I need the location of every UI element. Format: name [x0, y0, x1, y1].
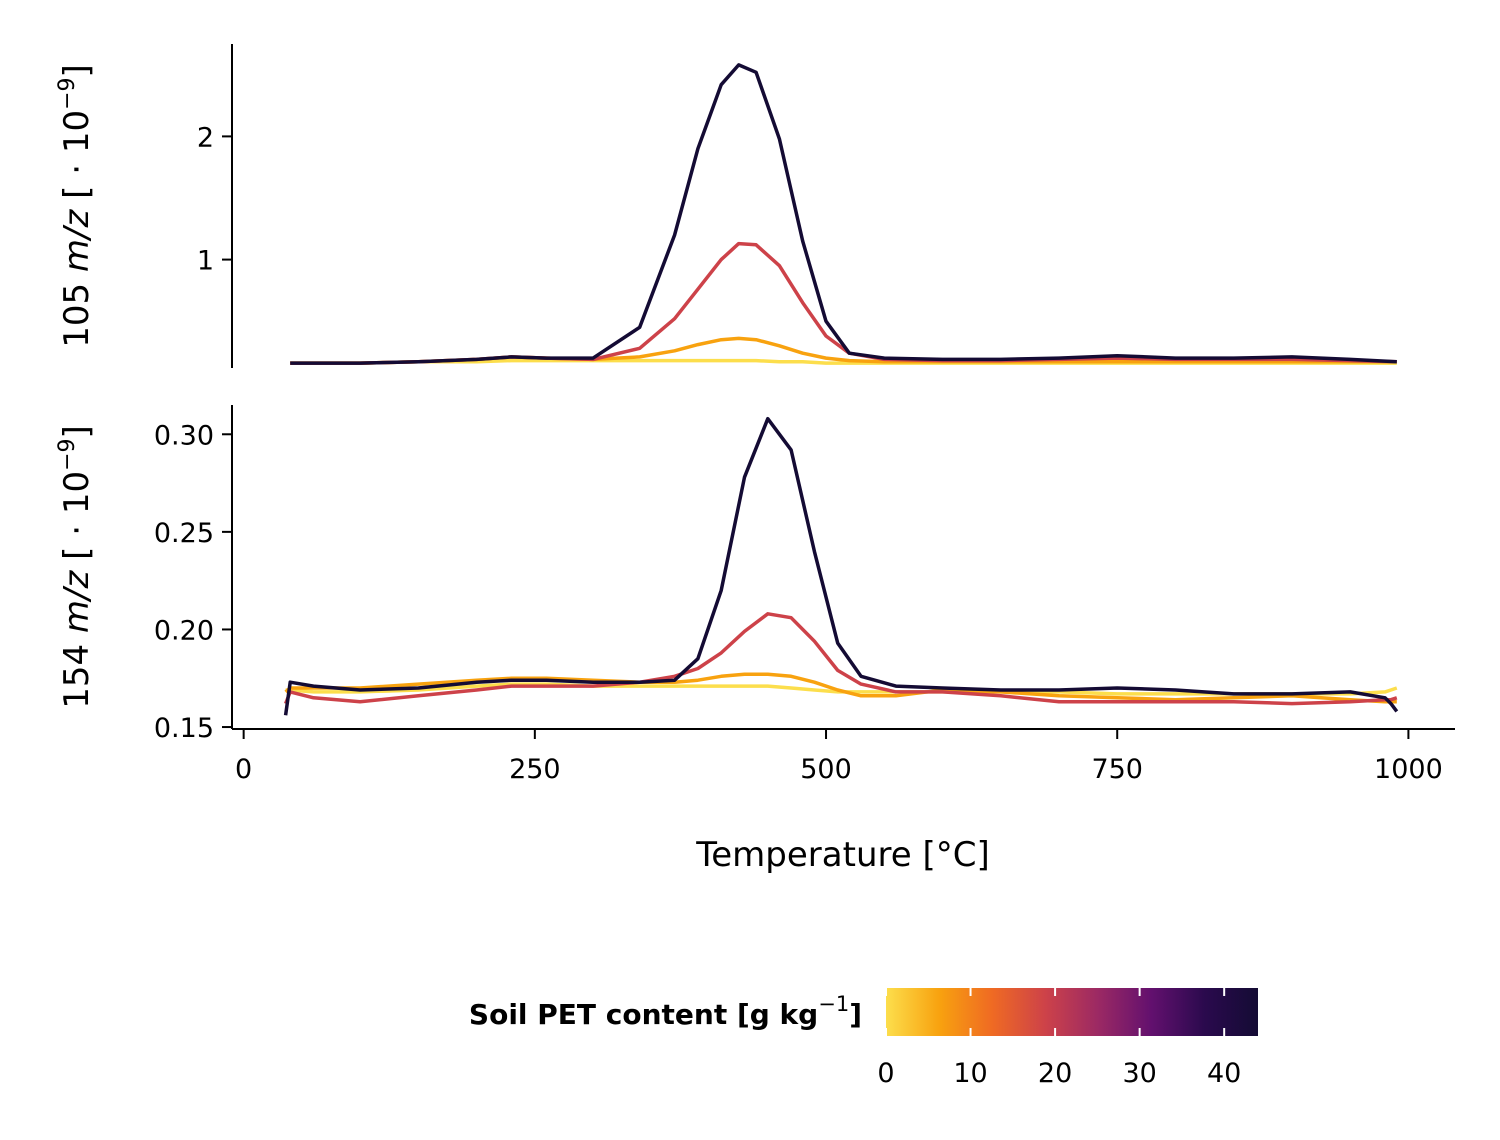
bottom-y-ticks: 0.15 0.20 0.25 0.30 — [154, 420, 232, 744]
colorbar-tick-label: 40 — [1207, 1058, 1241, 1089]
legend-title: Soil PET content [g kg−1] — [469, 992, 862, 1031]
bottom-series-line-1 — [284, 672, 1397, 704]
bottom-y-tick-label: 0.25 — [154, 518, 214, 549]
bottom-y-tick-label: 0.20 — [154, 615, 214, 646]
bottom-series-lines — [283, 416, 1399, 716]
colorbar-tick-label: 0 — [877, 1058, 894, 1089]
top-y-ticks: 12 — [197, 122, 232, 277]
top-y-tick-label: 1 — [197, 246, 214, 277]
colorbar-ticks: 0 10 20 30 40 — [877, 988, 1241, 1089]
x-tick-label: 750 — [1091, 754, 1143, 785]
x-ticks: 0 250 500 750 1000 — [235, 729, 1443, 785]
x-tick-label: 500 — [800, 754, 852, 785]
top-series-line-3 — [290, 63, 1397, 365]
colorbar-tick-label: 10 — [953, 1058, 987, 1089]
top-panel: 12 105 m/z [ · 10−9] — [55, 44, 1397, 368]
top-y-tick-label: 2 — [197, 122, 214, 153]
bottom-series-line-2 — [283, 612, 1398, 706]
x-axis-title: Temperature [°C] — [695, 835, 989, 875]
bottom-y-axis-title: 154 m/z [ · 10−9] — [55, 425, 97, 709]
x-tick-label: 0 — [235, 754, 252, 785]
colorbar-legend: Soil PET content [g kg−1] 0 10 20 30 40 — [469, 988, 1258, 1089]
x-tick-label: 250 — [509, 754, 561, 785]
colorbar — [886, 988, 1258, 1036]
colorbar-tick-label: 30 — [1122, 1058, 1156, 1089]
colorbar-tick-label: 20 — [1038, 1058, 1072, 1089]
bottom-series-line-3 — [283, 416, 1399, 716]
top-series-lines — [290, 63, 1397, 365]
top-y-axis-title: 105 m/z [ · 10−9] — [55, 64, 97, 348]
bottom-panel: 0.15 0.20 0.25 0.30 0 250 500 750 1000 154 m/z … — [55, 405, 1455, 875]
x-tick-label: 1000 — [1374, 754, 1443, 785]
bottom-y-tick-label: 0.30 — [154, 420, 214, 451]
bottom-y-tick-label: 0.15 — [154, 713, 214, 744]
